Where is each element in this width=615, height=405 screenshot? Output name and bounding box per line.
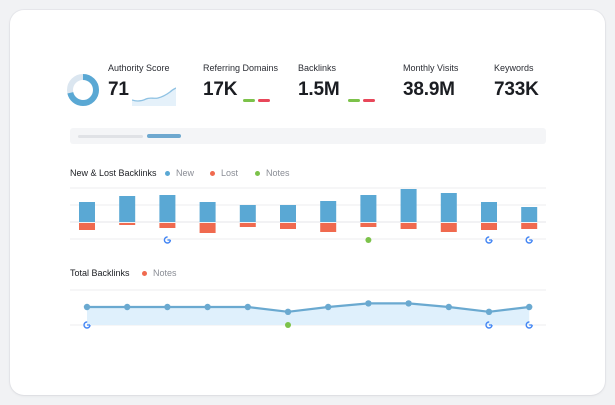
authority-score-label: Authority Score [108,63,170,73]
dashboard-card [10,10,605,395]
lost-backlinks-bar[interactable] [440,223,457,232]
google-update-icon[interactable] [525,321,533,329]
total-backlinks-point[interactable] [83,303,91,311]
new-backlinks-bar[interactable] [239,205,256,222]
note-marker[interactable] [285,322,291,328]
new-backlinks-bar[interactable] [119,196,136,222]
lost-backlinks-bar[interactable] [239,223,256,227]
google-update-icon[interactable] [83,321,91,329]
range-selector-handle[interactable] [147,134,181,138]
total-backlinks-point[interactable] [405,300,412,307]
backlinks-gain-indicator [348,99,360,102]
total-backlinks-line [87,302,530,313]
range-track [78,135,143,138]
total-backlinks-point[interactable] [204,303,211,311]
legend-notes[interactable]: Notes [266,168,290,178]
total-backlinks-point[interactable] [284,308,292,315]
new-backlinks-bar[interactable] [440,193,457,222]
legend-notes-dot [255,171,260,176]
backlinks-value: 1.5M [298,79,340,100]
authority-score-donut [67,74,99,106]
authority-trend-sparkline [132,87,176,106]
lost-backlinks-bar[interactable] [521,223,538,229]
metric-keywords: Keywords 733K [494,63,539,101]
monthly-visits-label: Monthly Visits [403,63,459,73]
total-backlinks-point[interactable] [164,303,171,311]
authority-score-value: 71 [108,79,129,100]
total-backlinks-point[interactable] [244,303,251,311]
total-backlinks-point[interactable] [325,303,332,311]
total-backlinks-point[interactable] [485,308,493,315]
keywords-label: Keywords [494,63,534,73]
total-legend-notes[interactable]: Notes [153,268,177,278]
new-backlinks-bar[interactable] [159,195,176,222]
metric-referring-domains: Referring Domains 17K [203,63,278,101]
domains-loss-indicator [258,99,270,102]
new-backlinks-bar[interactable] [320,201,337,222]
monthly-visits-value: 38.9M [403,79,455,100]
new-lost-chart-title: New & Lost Backlinks [70,168,157,178]
lost-backlinks-bar[interactable] [320,223,337,232]
note-marker[interactable] [365,237,372,243]
total-backlinks-point[interactable] [445,303,452,311]
lost-backlinks-bar[interactable] [481,223,497,230]
total-backlinks-chart-title: Total Backlinks [70,268,130,278]
backlinks-loss-indicator [363,99,375,102]
metric-authority-score: Authority Score 71 [108,63,170,101]
legend-new-dot [165,171,170,176]
lost-backlinks-bar[interactable] [119,223,136,225]
metric-backlinks: Backlinks 1.5M [298,63,340,101]
lost-backlinks-bar[interactable] [79,223,95,230]
lost-backlinks-bar[interactable] [280,223,296,229]
new-backlinks-bar[interactable] [400,189,417,222]
google-update-icon[interactable] [163,236,172,244]
metric-monthly-visits: Monthly Visits 38.9M [403,63,458,101]
new-backlinks-bar[interactable] [481,202,497,222]
google-update-icon[interactable] [485,236,493,244]
total-legend-notes-dot [142,271,147,276]
backlinks-label: Backlinks [298,63,337,73]
period-range-bar[interactable] [70,128,546,144]
new-backlinks-bar[interactable] [79,202,95,222]
legend-lost-dot [210,171,215,176]
lost-backlinks-bar[interactable] [360,223,377,227]
legend-new[interactable]: New [176,168,195,178]
keywords-value: 733K [494,79,539,100]
domains-gain-indicator [243,99,255,102]
new-backlinks-bar[interactable] [199,202,216,222]
total-backlinks-point[interactable] [124,303,131,311]
new-backlinks-bar[interactable] [360,195,377,222]
legend-lost[interactable]: Lost [221,168,239,178]
google-update-icon[interactable] [485,321,493,329]
lost-backlinks-bar[interactable] [199,223,216,233]
total-backlinks-area [87,303,530,325]
google-update-icon[interactable] [525,236,533,244]
lost-backlinks-bar[interactable] [400,223,417,229]
referring-domains-value: 17K [203,79,238,100]
new-backlinks-bar[interactable] [521,207,538,222]
referring-domains-label: Referring Domains [203,63,279,73]
new-backlinks-bar[interactable] [280,205,296,222]
total-backlinks-point[interactable] [526,303,533,311]
total-backlinks-point[interactable] [365,300,372,307]
lost-backlinks-bar[interactable] [159,223,176,228]
